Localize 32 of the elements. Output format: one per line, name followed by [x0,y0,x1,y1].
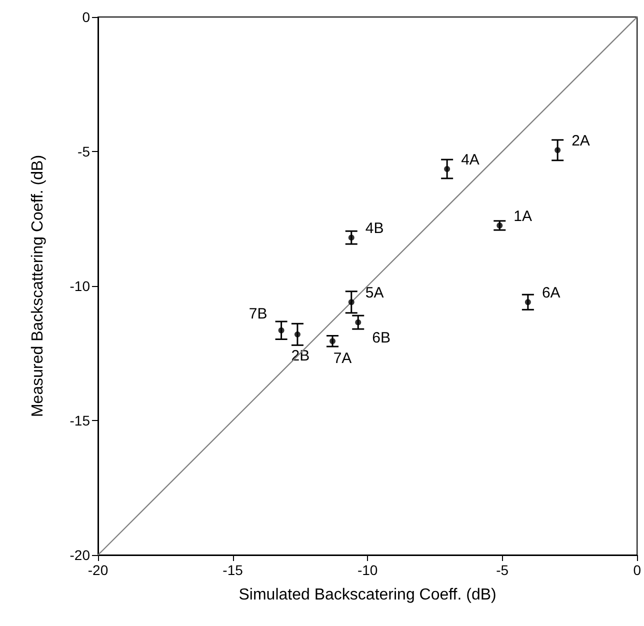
point [278,327,284,334]
annotation: 4A [461,151,480,168]
x-tick-label: 0 [633,562,642,578]
y-tick-label: -5 [78,144,90,160]
annotation: 1A [514,208,532,225]
x-axis-title: Simulated Backscatering Coeff. (dB) [238,586,496,604]
y-tick-label: -20 [70,547,90,563]
point [554,147,561,154]
point [348,299,354,306]
y-tick-label: 0 [82,9,90,25]
point [294,331,300,338]
annotation: 2B [291,347,310,364]
y-axis-title: Measured Backscattering Coeff. (dB) [30,154,46,418]
y-tick-label: -10 [70,278,90,294]
annotation: 5A [365,284,384,302]
point [496,222,503,228]
x-tick-label: -20 [88,562,108,578]
x-tick-label: -15 [222,562,244,578]
point [348,234,354,241]
annotation: 7B [248,305,268,322]
annotation: 4B [365,220,384,238]
point [524,299,531,306]
x-tick-label: -10 [357,562,378,578]
annotation: 2A [572,132,590,150]
x-tick-label: -5 [496,562,509,578]
point [330,338,336,344]
y-tick-label: -15 [70,412,90,428]
annotation: 7A [333,350,352,368]
point [444,166,450,172]
point [355,319,362,326]
annotation: 6A [542,284,560,302]
annotation: 6B [372,329,390,346]
